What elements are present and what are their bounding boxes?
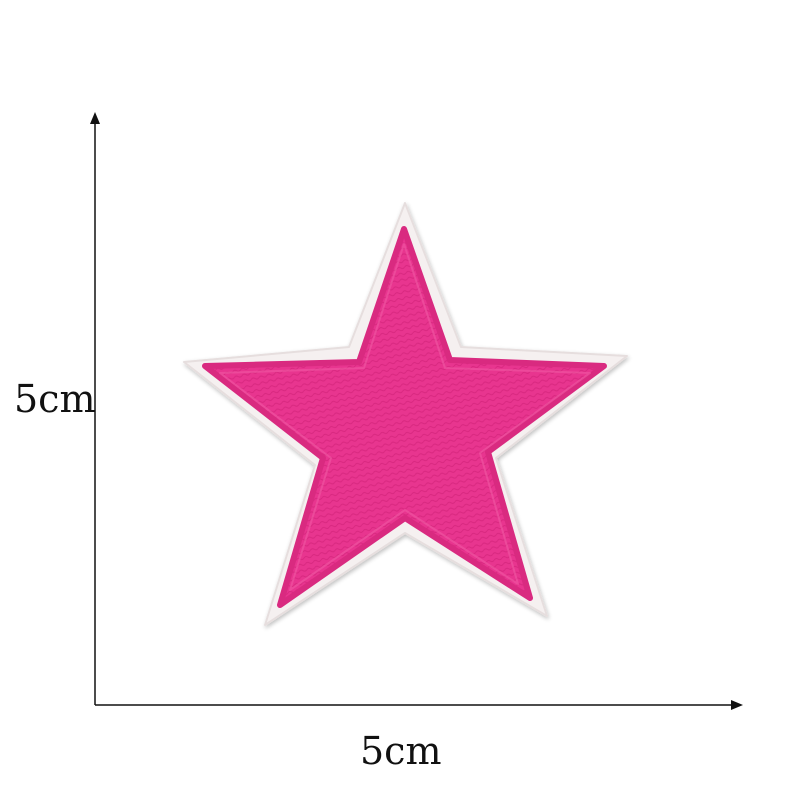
width-dimension-arrow — [95, 700, 743, 710]
width-label: 5cm — [360, 729, 442, 773]
height-label: 5cm — [14, 377, 96, 421]
arrow-up-icon — [90, 112, 100, 124]
arrow-right-icon — [731, 700, 743, 710]
star-patch-satin-edge — [219, 243, 591, 591]
star-patch — [183, 202, 628, 626]
star-patch-embroidery — [202, 226, 607, 608]
height-dimension-arrow — [90, 112, 100, 705]
